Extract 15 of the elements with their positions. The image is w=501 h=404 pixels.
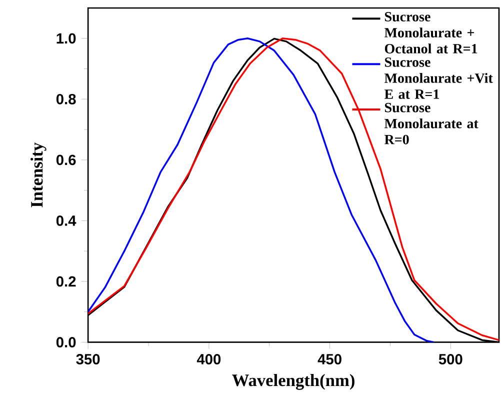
y-tick-label: 0.0 — [56, 336, 76, 348]
y-tick-label: 0.4 — [56, 215, 76, 226]
x-tick-label: 400 — [196, 354, 221, 364]
x-tick-label: 450 — [318, 354, 342, 364]
y-tick-label: 0.6 — [56, 154, 76, 165]
legend-label: Sucrose Monolaurate + Octanol at R=1 — [384, 12, 478, 54]
y-axis-title: Intensity — [30, 142, 46, 208]
y-tick-label: 1.0 — [56, 33, 76, 44]
y-tick-label: 0.2 — [56, 276, 76, 287]
y-tick-label: 0.8 — [56, 94, 76, 104]
x-tick-label: 350 — [76, 354, 100, 364]
legend-label: Sucrose Monolaurate +Vit E at R=1 — [384, 57, 493, 99]
legend-label: Sucrose Monolaurate at R=0 — [384, 102, 478, 144]
x-tick-label: 500 — [438, 354, 462, 364]
x-axis-title: Wavelength(nm) — [232, 374, 354, 390]
